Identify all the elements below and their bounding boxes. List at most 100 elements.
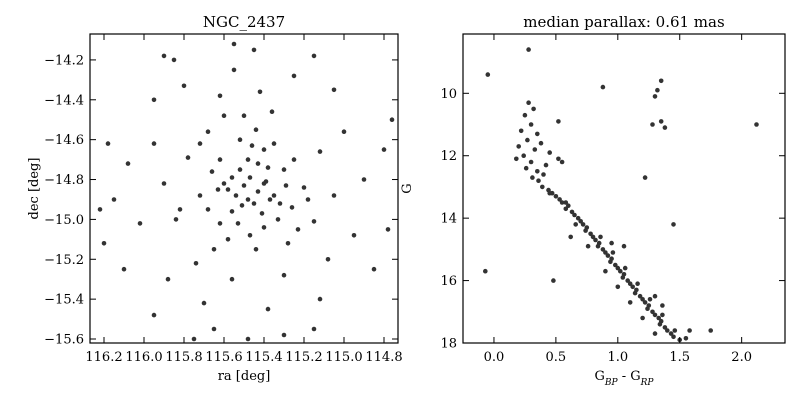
data-point bbox=[237, 167, 243, 172]
data-point bbox=[516, 144, 521, 149]
data-point bbox=[671, 222, 676, 227]
data-point bbox=[225, 187, 231, 192]
x-tick-label: 115.6 bbox=[205, 350, 242, 365]
data-point bbox=[553, 194, 559, 199]
data-point bbox=[569, 209, 575, 215]
data-point bbox=[655, 87, 660, 93]
y-tick-label: 14 bbox=[440, 212, 457, 227]
data-point bbox=[283, 183, 289, 188]
data-point bbox=[530, 175, 535, 180]
data-point bbox=[105, 141, 111, 146]
data-point bbox=[173, 217, 179, 222]
data-point bbox=[245, 336, 251, 342]
data-point bbox=[217, 157, 223, 162]
data-point bbox=[251, 47, 257, 53]
y-axis-label: dec [deg] bbox=[27, 158, 42, 220]
data-point bbox=[657, 322, 663, 327]
data-point bbox=[637, 293, 643, 299]
data-point bbox=[97, 207, 103, 212]
data-point bbox=[317, 149, 323, 154]
data-point bbox=[181, 83, 187, 89]
data-point bbox=[568, 234, 573, 240]
data-point bbox=[521, 153, 526, 158]
data-point bbox=[671, 334, 676, 340]
data-point bbox=[645, 306, 650, 312]
data-point bbox=[317, 296, 323, 302]
data-point bbox=[231, 41, 237, 47]
data-point bbox=[255, 189, 261, 194]
data-point bbox=[598, 234, 603, 240]
y-tick-label: −14.6 bbox=[44, 133, 84, 148]
data-point bbox=[630, 284, 635, 290]
y-tick-label: −15.2 bbox=[44, 253, 84, 268]
y-tick-label: −15.0 bbox=[44, 213, 84, 228]
data-point bbox=[351, 233, 357, 238]
data-point bbox=[572, 212, 577, 218]
data-point bbox=[610, 250, 616, 255]
data-point bbox=[253, 247, 259, 252]
data-point bbox=[101, 241, 107, 246]
data-point bbox=[221, 181, 227, 186]
data-point bbox=[193, 261, 199, 266]
x-tick-label: 116.0 bbox=[125, 350, 162, 365]
data-point bbox=[245, 197, 251, 202]
data-point bbox=[531, 106, 536, 112]
data-point bbox=[668, 331, 674, 336]
data-point bbox=[665, 328, 670, 333]
data-point bbox=[185, 155, 191, 160]
data-point bbox=[590, 234, 596, 240]
x-tick-label: 116.2 bbox=[85, 350, 122, 365]
data-point bbox=[650, 122, 655, 127]
x-tick-label: 115.8 bbox=[165, 350, 202, 365]
data-point bbox=[233, 193, 239, 198]
data-point bbox=[217, 93, 223, 99]
data-point bbox=[205, 129, 211, 134]
data-point bbox=[253, 127, 259, 132]
data-point bbox=[525, 137, 530, 143]
data-point bbox=[652, 312, 658, 318]
data-point bbox=[543, 162, 549, 168]
data-point bbox=[237, 137, 243, 142]
data-point bbox=[514, 156, 519, 162]
data-point bbox=[583, 228, 588, 233]
data-point bbox=[241, 183, 247, 188]
data-point bbox=[229, 209, 235, 214]
data-point bbox=[652, 331, 658, 336]
data-point bbox=[205, 207, 211, 212]
data-point bbox=[600, 247, 606, 252]
data-point bbox=[111, 197, 117, 202]
data-point bbox=[660, 312, 665, 318]
data-point bbox=[640, 315, 645, 321]
data-point bbox=[600, 84, 606, 90]
data-point bbox=[656, 315, 661, 321]
data-point bbox=[151, 97, 157, 103]
y-tick-label: 12 bbox=[440, 149, 457, 164]
data-point bbox=[197, 193, 203, 198]
data-point bbox=[575, 215, 581, 221]
data-point bbox=[221, 113, 227, 118]
data-point bbox=[615, 265, 621, 271]
data-point bbox=[652, 293, 658, 299]
x-tick-label: 1.5 bbox=[669, 350, 690, 365]
data-point bbox=[708, 328, 713, 333]
data-point bbox=[191, 336, 197, 342]
data-point bbox=[535, 131, 540, 137]
data-point bbox=[585, 243, 591, 249]
data-point bbox=[301, 185, 307, 190]
data-point bbox=[385, 227, 391, 232]
y-tick-label: 10 bbox=[440, 87, 457, 102]
data-point bbox=[573, 222, 578, 227]
data-point bbox=[615, 284, 621, 290]
data-point bbox=[556, 156, 561, 162]
data-point bbox=[229, 276, 235, 282]
data-point bbox=[161, 181, 167, 186]
data-point bbox=[151, 312, 157, 318]
y-tick-label: −14.8 bbox=[44, 173, 84, 188]
data-point bbox=[197, 141, 203, 146]
data-point bbox=[305, 197, 311, 202]
data-point bbox=[285, 241, 291, 246]
data-point bbox=[627, 300, 633, 305]
data-point bbox=[608, 259, 613, 265]
data-point bbox=[551, 278, 556, 283]
data-point bbox=[658, 119, 664, 124]
